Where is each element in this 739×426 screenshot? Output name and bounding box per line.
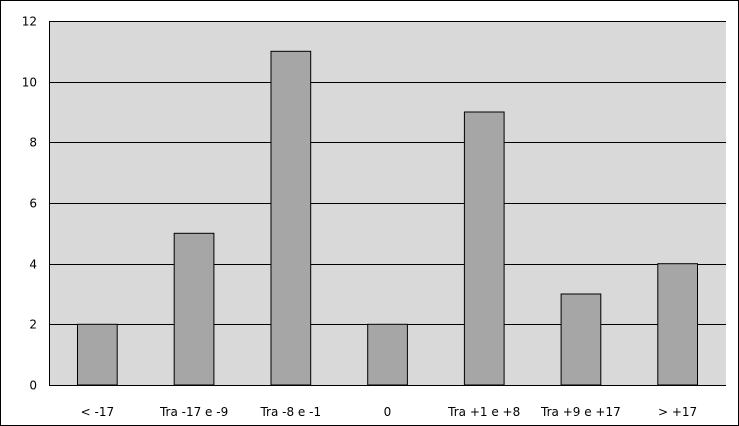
x-category-label-0: < -17 <box>81 405 114 419</box>
y-tick-label-10: 10 <box>22 76 37 90</box>
y-axis-tick-labels: 0 2 4 6 8 10 12 <box>22 15 37 393</box>
x-category-label-5: Tra +9 e +17 <box>540 405 621 419</box>
bars <box>77 50 698 386</box>
y-tick-label-12: 12 <box>22 15 37 29</box>
x-category-label-4: Tra +1 e +8 <box>447 405 520 419</box>
y-tick-label-8: 8 <box>29 136 37 150</box>
y-tick-label-2: 2 <box>29 318 37 332</box>
bar-5 <box>560 293 602 386</box>
bar-0 <box>77 323 118 386</box>
x-category-label-6: > +17 <box>658 405 697 419</box>
y-tick-label-6: 6 <box>29 197 37 211</box>
y-tick-label-4: 4 <box>29 258 37 272</box>
bar-2 <box>270 50 312 386</box>
x-axis-category-labels: < -17 Tra -17 e -9 Tra -8 e -1 0 Tra +1 e +8… <box>81 405 698 419</box>
bar-6 <box>657 263 698 386</box>
bar-3 <box>367 323 408 386</box>
x-category-label-3: 0 <box>384 405 392 419</box>
x-category-label-1: Tra -17 e -9 <box>159 405 228 419</box>
bar-1 <box>173 232 215 386</box>
x-category-label-2: Tra -8 e -1 <box>259 405 321 419</box>
bar-4 <box>463 111 505 386</box>
y-tick-label-0: 0 <box>29 379 37 393</box>
